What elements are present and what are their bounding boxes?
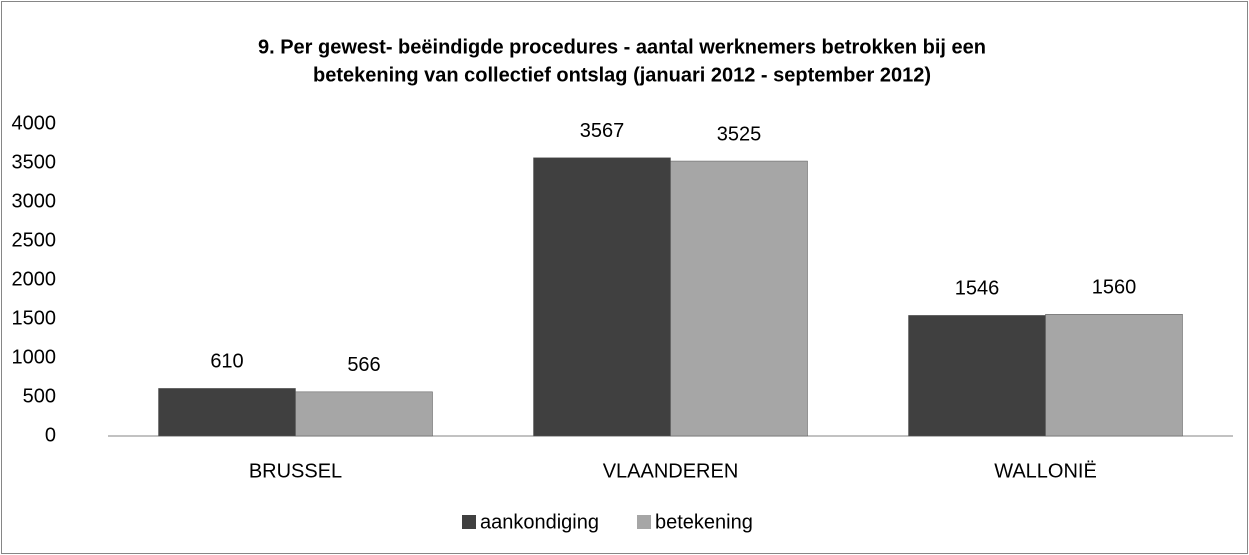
y-tick-label: 3000 — [12, 190, 57, 212]
y-tick-label: 1500 — [12, 307, 57, 329]
x-tick-label: BRUSSEL — [249, 460, 342, 482]
value-label: 3525 — [717, 123, 762, 145]
y-tick-label: 500 — [23, 385, 56, 407]
bar — [533, 157, 671, 437]
legend-label: betekening — [655, 511, 753, 533]
y-tick-label: 0 — [45, 424, 56, 446]
bar — [158, 388, 296, 437]
legend-label: aankondiging — [480, 511, 599, 533]
chart-title: 9. Per gewest- beëindigde procedures - a… — [258, 36, 986, 58]
value-label: 566 — [347, 354, 380, 376]
y-tick-label: 3500 — [12, 151, 57, 173]
y-tick-label: 2000 — [12, 268, 57, 290]
bar — [670, 160, 808, 437]
y-tick-label: 1000 — [12, 346, 57, 368]
bar — [1045, 314, 1183, 437]
legend-swatch — [637, 515, 651, 529]
value-label: 610 — [210, 351, 243, 373]
y-tick-label: 2500 — [12, 229, 57, 251]
x-tick-label: VLAANDEREN — [603, 460, 739, 482]
legend-swatch — [462, 515, 476, 529]
value-label: 1546 — [955, 278, 1000, 300]
bar — [908, 315, 1046, 437]
chart-title: betekening van collectief ontslag (janua… — [313, 64, 931, 86]
bar — [295, 391, 433, 437]
y-tick-label: 4000 — [12, 112, 57, 134]
x-tick-label: WALLONIË — [994, 460, 1097, 482]
value-label: 1560 — [1092, 277, 1137, 299]
value-label: 3567 — [580, 120, 625, 142]
